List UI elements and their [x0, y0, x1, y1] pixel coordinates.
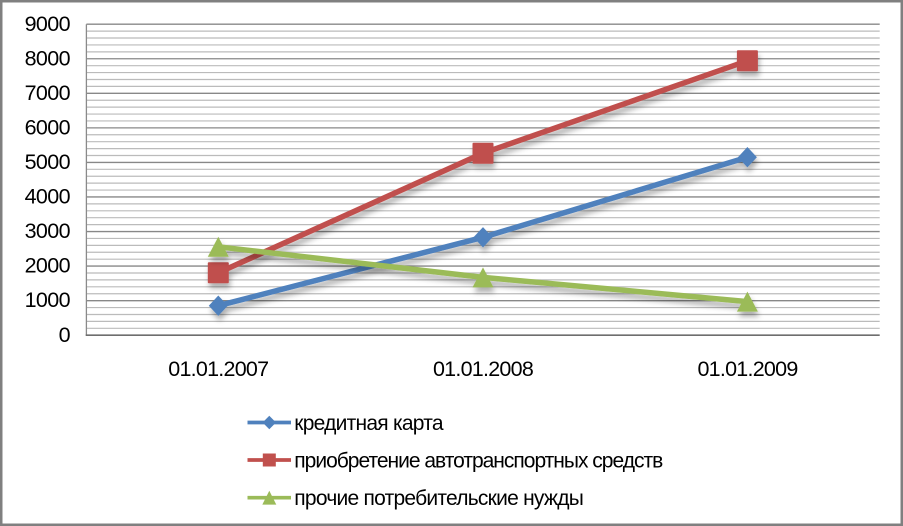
- svg-text:01.01.2009: 01.01.2009: [697, 357, 797, 381]
- svg-text:прочие потребительские нужды: прочие потребительские нужды: [294, 487, 583, 510]
- svg-text:2000: 2000: [25, 254, 71, 278]
- svg-text:приобретение автотранспортных: приобретение автотранспортных средств: [294, 450, 663, 473]
- svg-text:кредитная карта: кредитная карта: [294, 412, 444, 435]
- svg-text:7000: 7000: [25, 81, 71, 105]
- svg-text:6000: 6000: [25, 115, 71, 139]
- svg-text:3000: 3000: [25, 219, 71, 243]
- svg-text:8000: 8000: [25, 46, 71, 70]
- svg-text:9000: 9000: [25, 12, 71, 36]
- svg-text:5000: 5000: [25, 150, 71, 174]
- svg-text:0: 0: [59, 323, 71, 347]
- svg-text:01.01.2007: 01.01.2007: [168, 357, 268, 381]
- svg-text:1000: 1000: [25, 288, 71, 312]
- svg-text:01.01.2008: 01.01.2008: [433, 357, 534, 381]
- svg-text:4000: 4000: [25, 185, 71, 209]
